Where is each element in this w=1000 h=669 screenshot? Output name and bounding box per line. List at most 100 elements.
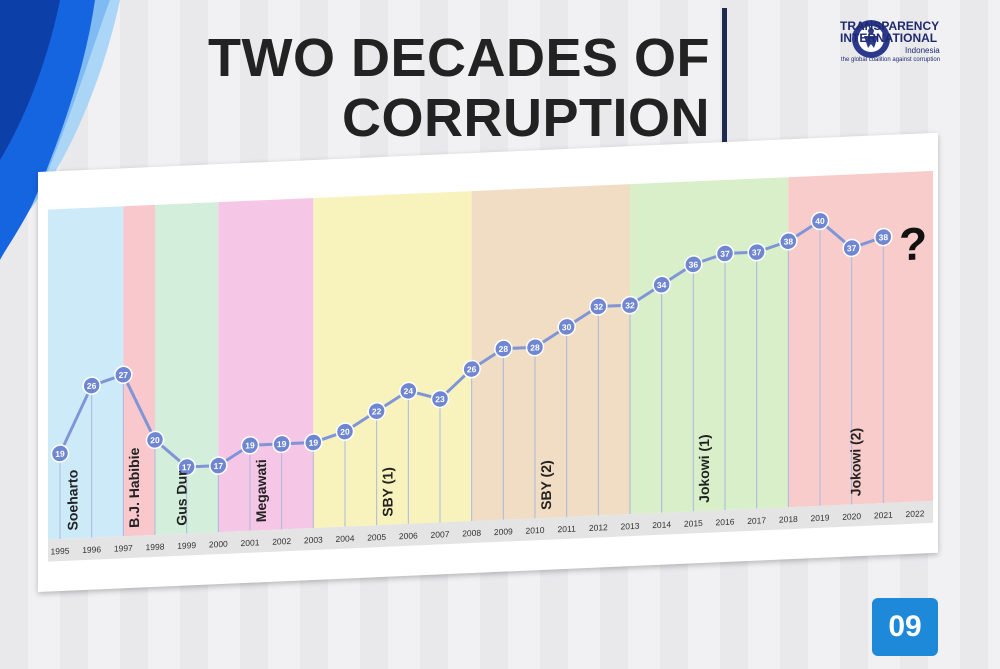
logo-wordmark: TRANSPARENCY INTERNATIONAL xyxy=(840,20,939,44)
data-point-2019 xyxy=(810,211,830,231)
data-label-2017: 37 xyxy=(752,247,762,257)
data-point-2015 xyxy=(684,255,703,274)
x-tick-2002: 2002 xyxy=(272,536,291,547)
period-label-2: Gus Dur xyxy=(174,470,190,526)
x-tick-2014: 2014 xyxy=(652,519,671,530)
period-band-4 xyxy=(313,191,472,528)
period-band-7 xyxy=(788,170,933,508)
data-label-2016: 37 xyxy=(720,248,730,258)
period-label-5: SBY (2) xyxy=(538,460,554,510)
data-label-1998: 20 xyxy=(150,435,160,445)
data-point-1997 xyxy=(114,365,133,385)
x-tick-1997: 1997 xyxy=(114,543,133,554)
data-point-1999 xyxy=(177,457,196,477)
x-tick-2000: 2000 xyxy=(209,539,228,550)
period-label-1: B.J. Habibie xyxy=(126,447,142,528)
logo-line-2: INTERNATIONAL xyxy=(840,31,938,45)
slide-title: TWO DECADES OF CORRUPTION xyxy=(190,28,710,148)
logo-line-1: TRANSPARENCY xyxy=(840,19,940,33)
logo-country: Indonesia xyxy=(905,46,940,55)
data-label-1997: 27 xyxy=(119,370,129,380)
data-point-2005 xyxy=(367,401,386,421)
period-label-6: Jokowi (1) xyxy=(696,434,712,503)
data-label-2014: 34 xyxy=(657,280,667,290)
data-point-2008 xyxy=(462,359,481,379)
data-point-1996 xyxy=(82,376,101,395)
x-tick-2016: 2016 xyxy=(716,517,735,528)
data-label-2003: 19 xyxy=(309,437,319,447)
data-label-1999: 17 xyxy=(182,462,192,472)
data-point-2018 xyxy=(779,231,798,251)
data-label-2015: 36 xyxy=(689,259,699,269)
slide-title-line-1: TWO DECADES OF xyxy=(208,28,710,88)
x-tick-1995: 1995 xyxy=(51,546,70,557)
data-point-2006 xyxy=(399,381,418,401)
data-point-2020 xyxy=(842,238,861,258)
data-point-2011 xyxy=(557,317,576,337)
x-tick-2007: 2007 xyxy=(431,529,450,540)
data-label-2002: 19 xyxy=(277,439,287,449)
x-tick-2018: 2018 xyxy=(779,514,798,525)
data-label-2018: 38 xyxy=(784,236,794,246)
question-mark-annotation: ? xyxy=(899,217,927,270)
data-label-2008: 26 xyxy=(467,364,477,374)
period-band-1 xyxy=(123,204,156,537)
data-label-2006: 24 xyxy=(404,386,414,396)
data-label-2010: 28 xyxy=(530,342,540,352)
x-tick-2001: 2001 xyxy=(241,537,260,548)
x-tick-2011: 2011 xyxy=(558,524,577,535)
data-point-2009 xyxy=(494,339,513,358)
data-point-2010 xyxy=(525,338,545,357)
data-point-2014 xyxy=(652,275,671,295)
x-tick-2021: 2021 xyxy=(874,510,893,521)
x-tick-2005: 2005 xyxy=(367,532,386,543)
data-label-2013: 32 xyxy=(625,300,635,310)
x-tick-2008: 2008 xyxy=(462,528,481,539)
page-number-badge: 09 xyxy=(872,598,938,656)
period-label-3: Megawati xyxy=(253,459,269,523)
period-label-4: SBY (1) xyxy=(380,467,396,517)
period-band-5 xyxy=(471,184,630,522)
x-tick-2022: 2022 xyxy=(906,508,925,519)
data-label-2007: 23 xyxy=(435,394,445,404)
data-point-2012 xyxy=(589,297,608,316)
x-tick-1999: 1999 xyxy=(177,540,196,551)
data-label-2019: 40 xyxy=(815,216,825,226)
data-label-2021: 38 xyxy=(879,232,889,242)
x-tick-2020: 2020 xyxy=(842,511,861,522)
data-point-2016 xyxy=(715,244,735,263)
data-point-2013 xyxy=(620,295,640,315)
blue-swoosh-decoration xyxy=(0,0,120,260)
x-tick-2003: 2003 xyxy=(304,535,323,546)
period-band-0 xyxy=(48,206,124,540)
logo-tagline: the global coalition against corruption xyxy=(841,57,941,63)
data-point-2017 xyxy=(747,242,766,262)
data-point-2003 xyxy=(304,433,323,452)
data-label-2004: 20 xyxy=(340,427,350,437)
x-tick-2013: 2013 xyxy=(621,521,640,532)
data-point-1995 xyxy=(50,444,70,463)
x-tick-1996: 1996 xyxy=(82,544,101,555)
x-tick-2015: 2015 xyxy=(684,518,703,529)
data-point-2001 xyxy=(240,435,260,455)
data-label-2001: 19 xyxy=(245,440,255,450)
data-point-2000 xyxy=(209,456,228,475)
data-label-2012: 32 xyxy=(594,302,604,312)
data-point-2007 xyxy=(430,389,450,409)
data-point-2002 xyxy=(272,434,291,454)
x-tick-2017: 2017 xyxy=(747,515,766,526)
data-label-1995: 19 xyxy=(55,449,65,459)
period-label-0: Soeharto xyxy=(65,469,81,530)
period-band-6 xyxy=(630,177,789,515)
title-divider xyxy=(722,8,727,148)
transparency-international-logo xyxy=(852,20,890,58)
x-tick-2010: 2010 xyxy=(526,525,545,536)
x-tick-2009: 2009 xyxy=(494,526,513,537)
x-tick-2004: 2004 xyxy=(336,533,355,544)
x-axis-band xyxy=(48,500,933,562)
chart-card: 19 26 27 20 17 17 19 19 19 20 22 24 23 26 28 28 30 32 32 34… xyxy=(38,132,938,593)
data-point-2021 xyxy=(874,227,893,247)
slide-title-line-2: CORRUPTION xyxy=(342,88,710,148)
data-label-2005: 22 xyxy=(372,406,382,416)
data-point-1998 xyxy=(145,430,165,450)
